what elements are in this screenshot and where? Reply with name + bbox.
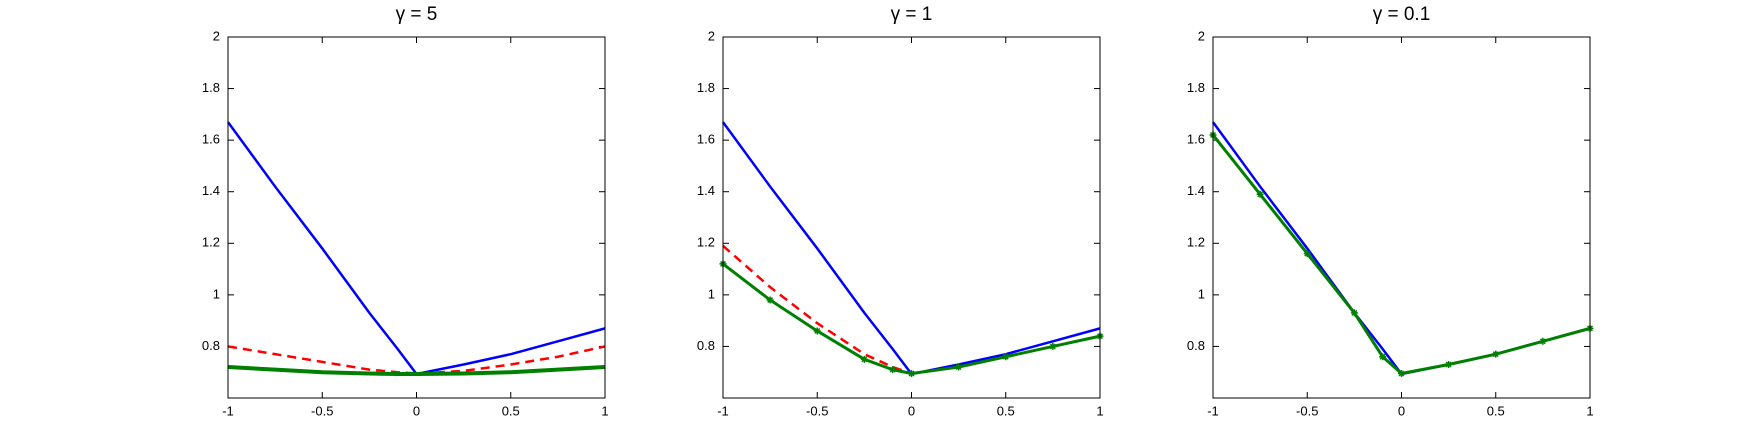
y-tick-label: 0.8 bbox=[1187, 338, 1205, 353]
x-tick-label: -0.5 bbox=[806, 403, 828, 418]
marker bbox=[1303, 250, 1311, 258]
marker bbox=[1398, 370, 1405, 378]
x-tick-label: -0.5 bbox=[1296, 403, 1318, 418]
series-line bbox=[226, 121, 606, 376]
plot-frame bbox=[1212, 36, 1591, 399]
y-tick-label: 1 bbox=[213, 286, 220, 301]
x-tick-label: 0.5 bbox=[997, 403, 1015, 418]
x-tick-label: -1 bbox=[717, 403, 729, 418]
x-tick-label: 0 bbox=[908, 403, 915, 418]
x-tick-label: -1 bbox=[222, 403, 234, 418]
y-tick-label: 2 bbox=[708, 28, 715, 43]
y-tick-label: 0.8 bbox=[202, 338, 220, 353]
marker bbox=[889, 366, 897, 374]
y-tick-label: 1.2 bbox=[1187, 235, 1205, 250]
y-tick-label: 1.6 bbox=[1187, 132, 1205, 147]
x-tick-label: 0 bbox=[1398, 403, 1405, 418]
marker bbox=[1539, 337, 1547, 345]
y-tick-label: 0.8 bbox=[697, 338, 715, 353]
x-tick-label: 0.5 bbox=[502, 403, 520, 418]
chart-title: γ = 1 bbox=[891, 4, 933, 25]
series-line bbox=[1212, 134, 1591, 375]
series-line bbox=[1211, 121, 1591, 376]
y-tick-label: 1.6 bbox=[697, 132, 715, 147]
plot-frame bbox=[227, 36, 606, 399]
y-tick-label: 1.4 bbox=[697, 183, 715, 198]
y-tick-label: 1.2 bbox=[697, 235, 715, 250]
series-line bbox=[1211, 134, 1591, 376]
y-tick-label: 1.4 bbox=[202, 183, 220, 198]
marker bbox=[955, 363, 963, 371]
marker bbox=[766, 296, 774, 304]
y-tick-label: 1.8 bbox=[697, 80, 715, 95]
x-tick-label: 1 bbox=[601, 403, 608, 418]
y-tick-label: 2 bbox=[213, 28, 220, 43]
marker bbox=[1492, 350, 1500, 358]
y-tick-label: 2 bbox=[1198, 28, 1205, 43]
marker bbox=[1350, 309, 1358, 317]
marker bbox=[1256, 190, 1264, 198]
series-line bbox=[721, 121, 1101, 376]
marker bbox=[908, 370, 915, 378]
x-tick-label: 1 bbox=[1096, 403, 1103, 418]
marker bbox=[1379, 353, 1387, 361]
marker bbox=[813, 327, 821, 335]
x-tick-label: 0 bbox=[413, 403, 420, 418]
y-tick-label: 1.6 bbox=[202, 132, 220, 147]
y-tick-label: 1.2 bbox=[202, 235, 220, 250]
series-line bbox=[227, 365, 606, 377]
y-tick-label: 1.8 bbox=[1187, 80, 1205, 95]
y-tick-label: 1 bbox=[1198, 286, 1205, 301]
y-tick-label: 1.4 bbox=[1187, 183, 1205, 198]
x-tick-label: 1 bbox=[1586, 403, 1593, 418]
x-tick-label: -1 bbox=[1207, 403, 1219, 418]
series-line bbox=[722, 244, 1101, 375]
chart-title: γ = 0.1 bbox=[1373, 4, 1431, 25]
marker bbox=[860, 355, 868, 363]
x-tick-label: -0.5 bbox=[311, 403, 333, 418]
x-tick-label: 0.5 bbox=[1487, 403, 1505, 418]
series-line bbox=[722, 262, 1101, 376]
plot-frame bbox=[722, 36, 1101, 399]
y-tick-label: 1.8 bbox=[202, 80, 220, 95]
y-tick-label: 1 bbox=[708, 286, 715, 301]
marker bbox=[1049, 342, 1057, 350]
marker bbox=[1002, 353, 1010, 361]
marker bbox=[1445, 360, 1453, 368]
chart-title: γ = 5 bbox=[396, 4, 438, 25]
